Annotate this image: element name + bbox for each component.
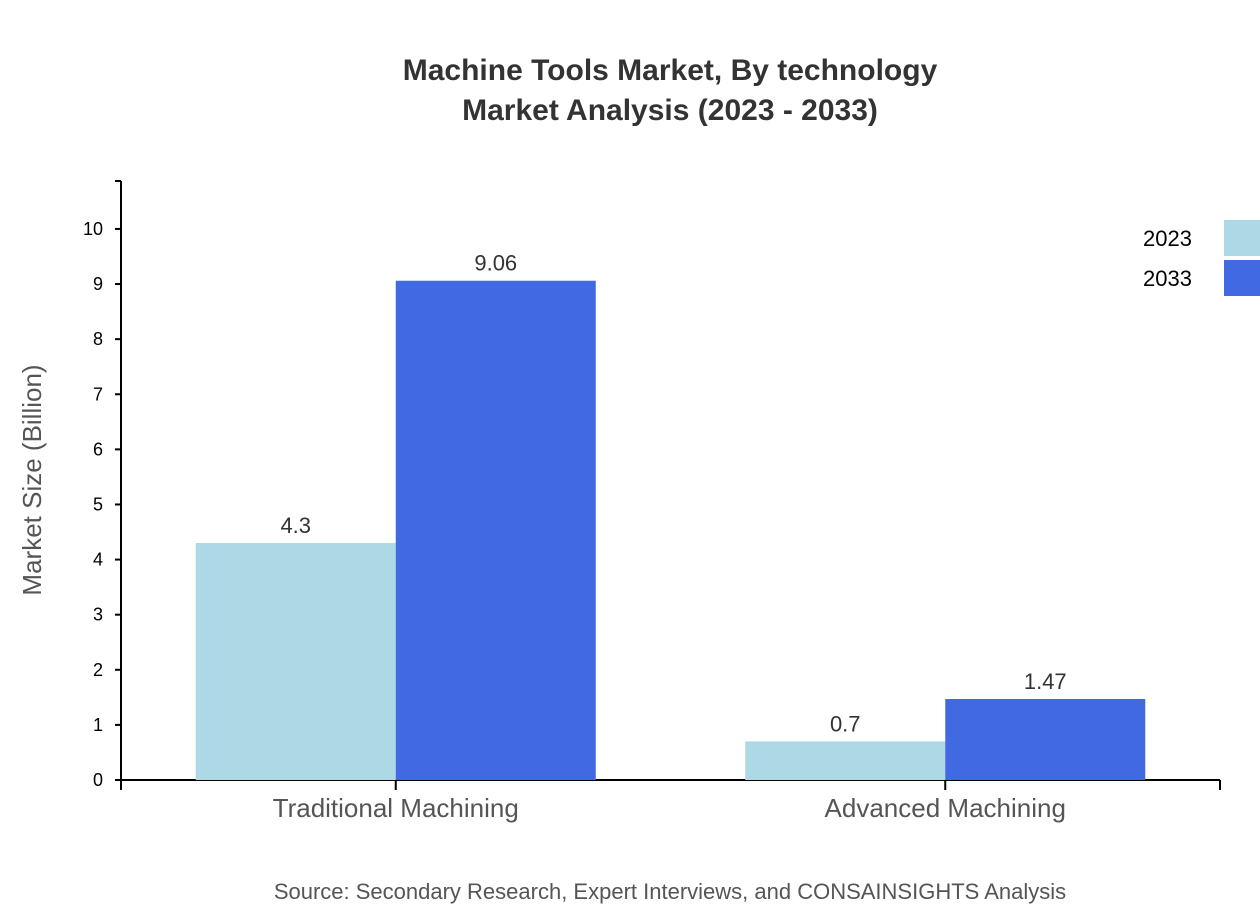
y-tick-label: 1 — [93, 715, 103, 735]
legend-label: 2023 — [1143, 226, 1192, 251]
data-label: 0.7 — [830, 711, 861, 736]
bar-2033 — [945, 698, 1146, 780]
data-label: 9.06 — [474, 251, 517, 276]
chart-title-line-2: Market Analysis (2023 - 2033) — [462, 94, 878, 127]
y-tick-label: 5 — [93, 494, 103, 514]
y-tick-label: 8 — [93, 329, 103, 349]
x-tick-label: Traditional Machining — [273, 793, 519, 823]
source-note: Source: Secondary Research, Expert Inter… — [274, 879, 1066, 904]
chart-title-line-1: Machine Tools Market, By technology — [403, 54, 938, 87]
legend-swatch-2033 — [1224, 260, 1260, 296]
y-tick-label: 6 — [93, 439, 103, 459]
y-tick-label: 3 — [93, 605, 103, 625]
bar-2023 — [745, 741, 946, 780]
y-axis: 0 1 2 3 4 5 6 7 8 9 10 — [83, 180, 122, 790]
legend: 2023 2033 — [1143, 220, 1260, 296]
y-tick-label: 0 — [93, 770, 103, 790]
data-label: 4.3 — [280, 513, 311, 538]
bars: 4.3 9.06 0.7 1.47 — [195, 251, 1146, 780]
x-tick-label: Advanced Machining — [825, 793, 1066, 823]
y-tick-label: 4 — [93, 550, 103, 570]
y-tick-label: 10 — [83, 219, 103, 239]
data-label: 1.47 — [1024, 669, 1067, 694]
bar-2033 — [395, 280, 596, 780]
legend-swatch-2023 — [1224, 220, 1260, 256]
x-axis: Traditional Machining Advanced Machining — [120, 779, 1221, 823]
legend-label: 2033 — [1143, 266, 1192, 291]
bar-2023 — [195, 543, 396, 780]
y-tick-label: 2 — [93, 660, 103, 680]
y-tick-label: 7 — [93, 384, 103, 404]
y-axis-label: Market Size (Billion) — [17, 364, 47, 595]
y-tick-label: 9 — [93, 274, 103, 294]
